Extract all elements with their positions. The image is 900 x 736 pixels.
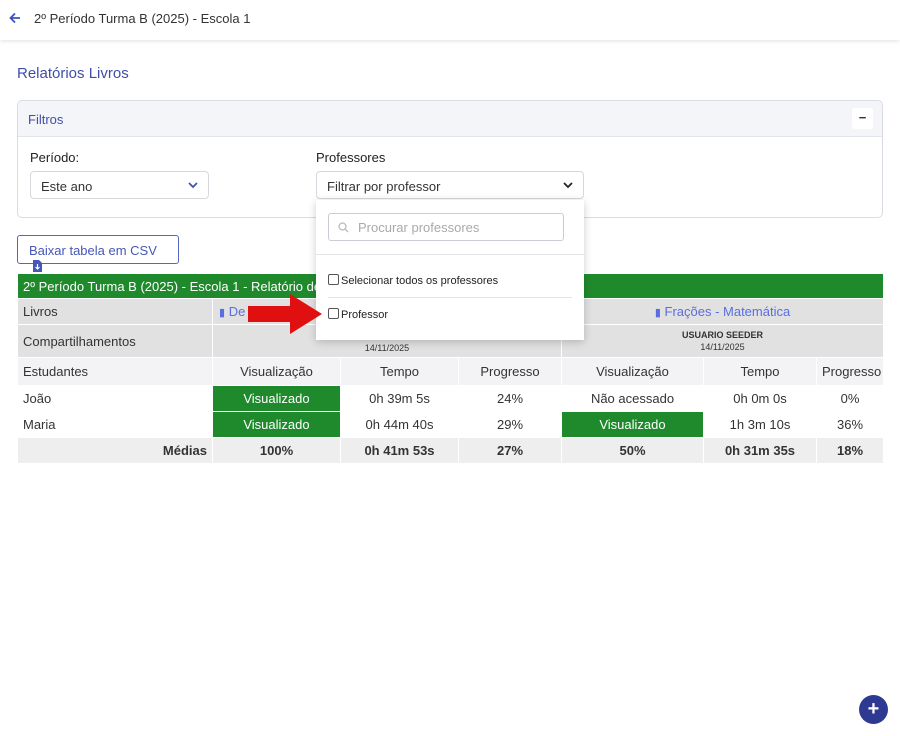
period-select[interactable]: Este ano: [30, 171, 209, 199]
column-header: Estudantes: [17, 357, 213, 386]
csv-button[interactable]: Baixar tabela em CSV: [17, 235, 179, 272]
column-header: Tempo: [703, 357, 817, 386]
cell: 1h 3m 10s: [703, 411, 817, 438]
cell: 0%: [815, 385, 885, 412]
average: 50%: [561, 437, 704, 464]
column-header: Tempo: [340, 357, 459, 386]
page-title: Relatórios Livros: [17, 65, 129, 82]
cell: Visualizado: [212, 385, 341, 412]
period-value: Este ano: [41, 179, 93, 194]
shares-label: Compartilhamentos: [17, 324, 213, 358]
teacher-dropdown: Procurar professores Selecionar todos os…: [316, 200, 584, 340]
back-arrow[interactable]: [8, 11, 22, 25]
cell: 29%: [458, 411, 562, 438]
top-bar: 2º Período Turma B (2025) - Escola 1: [0, 0, 900, 40]
filters-header: Filtros −: [18, 101, 882, 137]
column-header: Progresso: [815, 357, 885, 386]
option[interactable]: Professor: [328, 308, 388, 321]
books-label: Livros: [17, 298, 213, 325]
column-header: Visualização: [212, 357, 341, 386]
average: 0h 41m 53s: [340, 437, 459, 464]
red-arrow: [248, 294, 322, 334]
cell: 0h 0m 0s: [703, 385, 817, 412]
search-placeholder: Procurar professores: [358, 220, 480, 235]
cell: 0h 39m 5s: [340, 385, 459, 412]
option-label: Selecionar todos os professores: [341, 275, 499, 287]
share-date: 14/11/2025: [700, 342, 745, 352]
cell: 24%: [458, 385, 562, 412]
student: João: [17, 385, 213, 412]
teachers-label: Professores: [316, 150, 386, 165]
collapse-button[interactable]: −: [852, 108, 873, 129]
filters-panel: Filtros − Período: Este ano Professores …: [17, 100, 883, 218]
cell: 0h 44m 40s: [340, 411, 459, 438]
student: Maria: [17, 411, 213, 438]
cell: 36%: [815, 411, 885, 438]
period-label: Período:: [30, 150, 80, 165]
average: 18%: [815, 437, 885, 464]
teachers-placeholder: Filtrar por professor: [327, 179, 441, 194]
header-title: 2º Período Turma B (2025) - Escola 1: [34, 11, 251, 26]
teachers-select[interactable]: Filtrar por professor: [316, 171, 584, 199]
option-label: Professor: [341, 309, 389, 321]
cell: Visualizado: [561, 411, 704, 438]
average: 27%: [458, 437, 562, 464]
filters-title: Filtros: [28, 112, 64, 127]
cell: Não acessado: [561, 385, 704, 412]
averages-label: Médias: [17, 437, 213, 464]
column-header: Visualização: [561, 357, 704, 386]
share-user: USUARIO SEEDER: [682, 330, 764, 340]
average: 100%: [212, 437, 341, 464]
average: 0h 31m 35s: [703, 437, 817, 464]
option[interactable]: Selecionar todos os professores: [328, 274, 498, 287]
csv-label: Baixar tabela em CSV: [29, 243, 157, 258]
book[interactable]: ▮ Frações - Matemática: [560, 298, 885, 325]
report-table: 2º Período Turma B (2025) - Escola 1 - R…: [16, 273, 885, 464]
add-button[interactable]: +: [859, 695, 888, 724]
column-header: Progresso: [458, 357, 562, 386]
cell: Visualizado: [212, 411, 341, 438]
book-title: Frações - Matemática: [664, 304, 791, 319]
search-input[interactable]: Procurar professores: [328, 213, 564, 241]
book-title: De: [228, 304, 246, 319]
